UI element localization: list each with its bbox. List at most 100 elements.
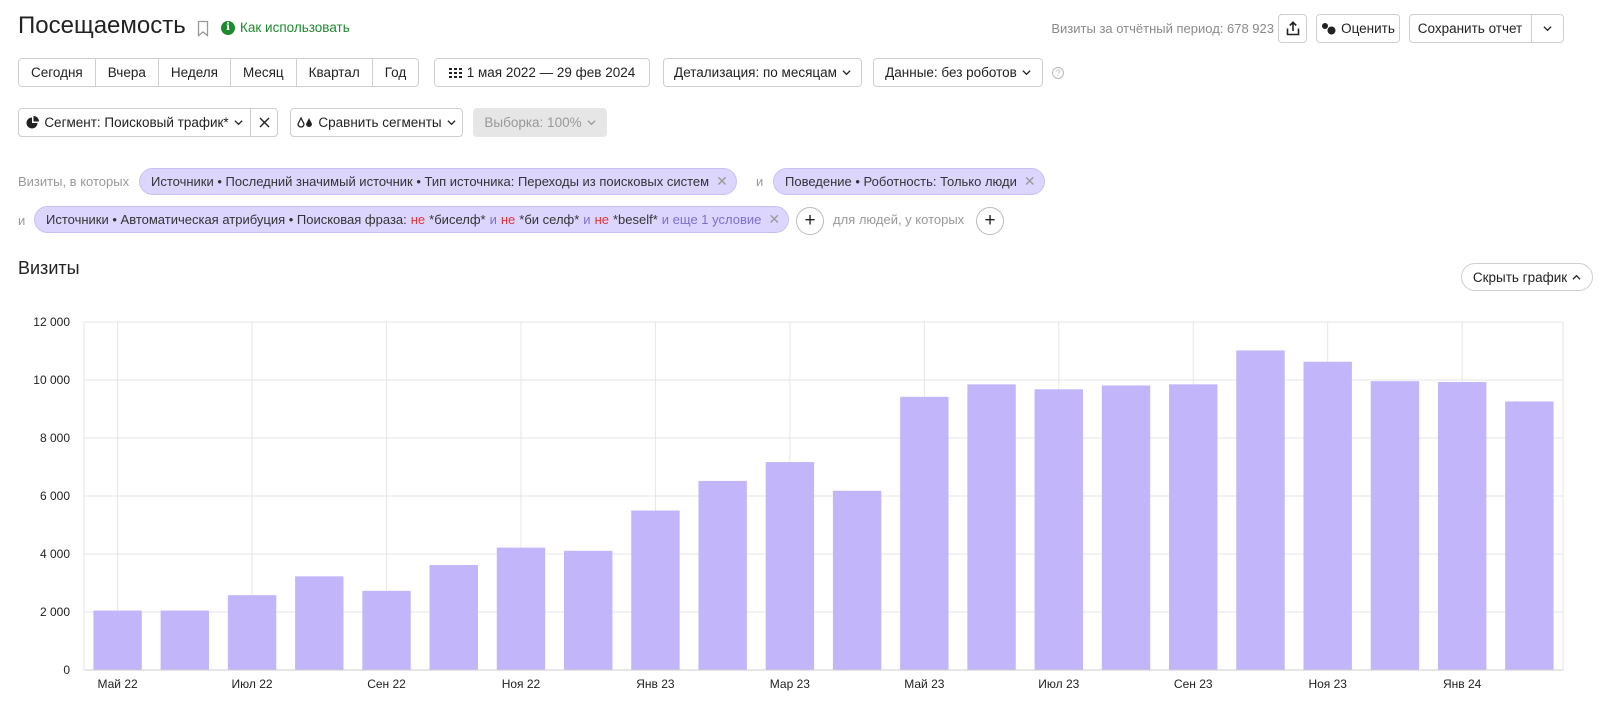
- and-label: и: [18, 213, 26, 228]
- period-week[interactable]: Неделя: [159, 59, 231, 86]
- data-dropdown[interactable]: Данные: без роботов: [873, 58, 1043, 87]
- period-quarter[interactable]: Квартал: [297, 59, 373, 86]
- segment-label: Сегмент: Поисковый трафик*: [44, 115, 229, 130]
- rate-label: Оценить: [1341, 21, 1395, 36]
- add-condition-button[interactable]: +: [796, 207, 824, 235]
- phrase-term: *биселф*: [429, 212, 486, 227]
- y-tick-label: 12 000: [33, 315, 70, 329]
- bar-16: [1101, 385, 1151, 670]
- chevron-down-icon: [1022, 70, 1031, 76]
- help-icon[interactable]: ?: [1052, 67, 1064, 79]
- x-tick-label: Ноя 22: [502, 677, 541, 691]
- bar-1: [93, 610, 142, 670]
- phrase-term: *би селф*: [519, 212, 580, 227]
- bar-22: [1505, 401, 1554, 670]
- y-tick-label: 2 000: [40, 605, 70, 619]
- hide-chart-button[interactable]: Скрыть график: [1461, 263, 1593, 291]
- more-conditions-link[interactable]: и еще 1 условие: [661, 212, 762, 227]
- bar-6: [429, 565, 478, 670]
- people-condition-label: для людей, у которых: [833, 212, 965, 227]
- share-button[interactable]: [1278, 14, 1307, 43]
- page-title: Посещаемость: [18, 12, 186, 39]
- period-month[interactable]: Месяц: [231, 59, 297, 86]
- condition-chip-label: Источники • Последний значимый источник …: [151, 174, 710, 189]
- x-tick-label: Июл 23: [1038, 677, 1079, 691]
- add-people-condition-button[interactable]: +: [976, 207, 1004, 235]
- bar-5: [362, 590, 411, 670]
- save-report-label: Сохранить отчет: [1417, 21, 1523, 36]
- bar-20: [1370, 381, 1420, 670]
- how-to-use-link[interactable]: i Как использовать: [221, 20, 350, 35]
- bookmark-icon[interactable]: [197, 20, 209, 37]
- bar-3: [227, 595, 277, 670]
- condition-chip-label: Источники • Автоматическая атрибуция • П…: [46, 212, 407, 227]
- plus-icon: +: [984, 210, 996, 231]
- share-icon: [1286, 21, 1299, 36]
- x-tick-label: Янв 23: [636, 677, 675, 691]
- how-to-use-label: Как использовать: [240, 20, 350, 35]
- date-range-button[interactable]: 1 мая 2022 — 29 фев 2024: [434, 58, 650, 87]
- x-tick-label: Июл 22: [232, 677, 273, 691]
- rate-icon: [1322, 23, 1336, 35]
- period-today[interactable]: Сегодня: [19, 59, 96, 86]
- bar-10: [698, 480, 747, 670]
- chevron-down-icon: [234, 120, 243, 126]
- visits-condition-label: Визиты, в которых: [18, 174, 130, 189]
- date-range-label: 1 мая 2022 — 29 фев 2024: [466, 65, 636, 80]
- close-icon[interactable]: ✕: [1023, 173, 1036, 189]
- compare-icon: [297, 116, 313, 128]
- close-icon: [259, 117, 269, 128]
- detail-dropdown[interactable]: Детализация: по месяцам: [663, 58, 862, 87]
- bar-2: [160, 610, 210, 670]
- bar-8: [564, 550, 613, 670]
- condition-chip-source[interactable]: Источники • Последний значимый источник …: [139, 168, 737, 195]
- close-icon[interactable]: ✕: [768, 211, 781, 227]
- period-yesterday[interactable]: Вчера: [96, 59, 159, 86]
- bar-4: [295, 576, 344, 670]
- x-tick-label: Сен 22: [367, 677, 406, 691]
- not-operator: не: [594, 212, 609, 227]
- and-operator: и: [583, 212, 591, 227]
- and-label: и: [756, 174, 764, 189]
- bar-12: [832, 490, 882, 670]
- pie-chart-icon: [26, 116, 40, 129]
- visits-total: Визиты за отчётный период: 678 923: [1051, 21, 1274, 36]
- condition-chip-robots[interactable]: Поведение • Роботность: Только люди ✕: [773, 168, 1045, 195]
- x-tick-label: Сен 23: [1174, 677, 1213, 691]
- bar-15: [1034, 389, 1083, 670]
- data-label: Данные: без роботов: [885, 65, 1017, 80]
- chart-title: Визиты: [18, 258, 80, 278]
- bar-21: [1437, 382, 1487, 670]
- save-report-button[interactable]: Сохранить отчет: [1409, 14, 1564, 43]
- y-tick-label: 0: [63, 663, 70, 677]
- detail-label: Детализация: по месяцам: [674, 65, 837, 80]
- hide-chart-label: Скрыть график: [1472, 269, 1568, 285]
- y-tick-label: 6 000: [40, 489, 70, 503]
- chevron-down-icon: [842, 70, 851, 76]
- segment-clear-button[interactable]: [250, 108, 278, 137]
- x-tick-label: Янв 24: [1443, 677, 1482, 691]
- save-dropdown-toggle[interactable]: [1531, 15, 1563, 42]
- and-operator: и: [489, 212, 497, 227]
- bar-13: [900, 396, 949, 670]
- y-tick-label: 10 000: [33, 373, 70, 387]
- y-tick-label: 4 000: [40, 547, 70, 561]
- x-tick-label: Мар 23: [770, 677, 810, 691]
- rate-button[interactable]: Оценить: [1316, 14, 1400, 43]
- calendar-icon: [448, 67, 462, 78]
- bar-19: [1303, 361, 1352, 670]
- bar-11: [765, 462, 815, 670]
- x-tick-label: Май 23: [904, 677, 945, 691]
- chevron-up-icon: [1572, 274, 1581, 280]
- x-tick-label: Ноя 23: [1308, 677, 1347, 691]
- compare-segments-button[interactable]: Сравнить сегменты: [290, 108, 463, 137]
- bar-9: [631, 510, 680, 670]
- condition-chip-phrase[interactable]: Источники • Автоматическая атрибуция • П…: [34, 206, 790, 233]
- segment-dropdown[interactable]: Сегмент: Поисковый трафик*: [18, 108, 251, 137]
- close-icon[interactable]: ✕: [716, 173, 728, 189]
- bar-7: [496, 547, 546, 670]
- sample-label: Выборка: 100%: [484, 115, 582, 130]
- sample-dropdown[interactable]: Выборка: 100%: [473, 108, 607, 137]
- chevron-down-icon: [587, 120, 596, 126]
- period-year[interactable]: Год: [384, 65, 407, 80]
